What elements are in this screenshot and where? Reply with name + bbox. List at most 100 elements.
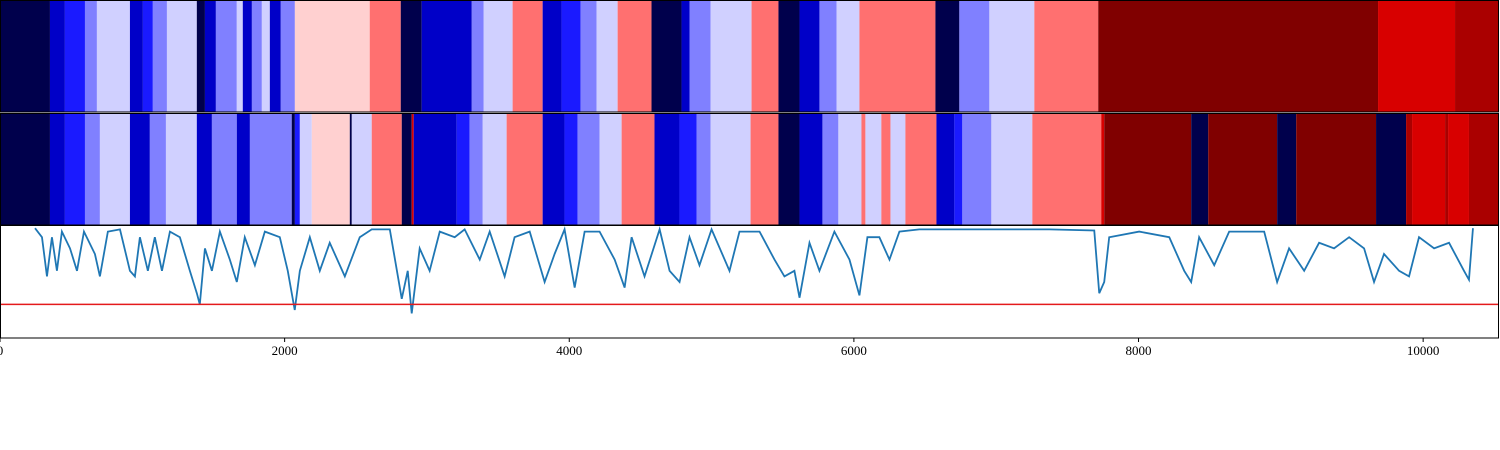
segment <box>0 1 50 112</box>
segment <box>696 114 711 225</box>
segment <box>905 114 937 225</box>
segment <box>401 114 412 225</box>
segment <box>236 1 243 112</box>
x-tick-label: 0 <box>0 343 3 358</box>
segment <box>215 1 237 112</box>
segment <box>64 1 85 112</box>
segment <box>1468 114 1499 225</box>
segment <box>651 1 682 112</box>
segment <box>890 114 906 225</box>
segment <box>621 114 655 225</box>
segment <box>280 1 295 112</box>
segment <box>1406 114 1413 225</box>
segment <box>411 114 414 225</box>
segment <box>617 1 652 112</box>
x-tick-label: 6000 <box>841 343 867 358</box>
segment <box>1098 1 1379 112</box>
segment <box>294 114 300 225</box>
segment <box>936 114 955 225</box>
segment <box>99 114 130 225</box>
segment <box>959 1 990 112</box>
segment <box>679 114 697 225</box>
segment <box>778 1 800 112</box>
segment <box>482 114 507 225</box>
segment <box>710 1 752 112</box>
segment <box>369 1 401 112</box>
segment <box>991 114 1033 225</box>
segment <box>351 114 372 225</box>
segment <box>471 1 484 112</box>
segment <box>1445 114 1449 225</box>
segment <box>1034 1 1099 112</box>
segment <box>483 1 513 112</box>
segment <box>142 1 153 112</box>
segment <box>0 114 50 225</box>
segment <box>542 1 562 112</box>
segment <box>599 114 622 225</box>
segment <box>859 1 936 112</box>
segment <box>291 114 295 225</box>
segment <box>1378 1 1456 112</box>
line <box>34 226 1474 314</box>
segment <box>1412 114 1446 225</box>
segment <box>836 1 860 112</box>
segment <box>751 1 779 112</box>
segment <box>84 1 97 112</box>
segment <box>129 114 150 225</box>
segment <box>249 114 292 225</box>
segment <box>242 1 252 112</box>
x-tick-label: 10000 <box>1407 343 1440 358</box>
segment <box>311 114 350 225</box>
segment <box>196 114 212 225</box>
segment <box>838 114 862 225</box>
segment <box>165 114 197 225</box>
segment <box>204 1 216 112</box>
segment <box>149 114 166 225</box>
x-tick-label: 4000 <box>556 343 582 358</box>
panel-frame <box>0 0 1499 113</box>
segment <box>506 114 543 225</box>
segment <box>580 1 597 112</box>
segment <box>196 1 205 112</box>
segment <box>152 1 167 112</box>
segment <box>799 1 820 112</box>
segment <box>681 1 690 112</box>
x-tick-label: 8000 <box>1126 343 1152 358</box>
segment <box>1277 114 1297 225</box>
segment <box>64 114 85 225</box>
segment <box>1104 114 1192 225</box>
segment <box>561 1 581 112</box>
segment <box>689 1 711 112</box>
segment <box>84 114 100 225</box>
segment <box>512 1 543 112</box>
segment <box>1448 114 1469 225</box>
segment <box>269 1 281 112</box>
segment <box>577 114 600 225</box>
segment <box>349 114 352 225</box>
segment <box>400 1 422 112</box>
segment <box>413 114 457 225</box>
segment <box>1101 114 1105 225</box>
segment <box>750 114 779 225</box>
segment <box>166 1 197 112</box>
segment <box>456 114 470 225</box>
segment <box>261 1 270 112</box>
segment <box>654 114 680 225</box>
segment <box>799 114 823 225</box>
segment <box>710 114 751 225</box>
segment <box>596 1 618 112</box>
segment <box>881 114 891 225</box>
segment <box>236 114 250 225</box>
segment <box>299 114 312 225</box>
segment <box>819 1 837 112</box>
segment <box>1455 1 1499 112</box>
segment <box>564 114 578 225</box>
segment <box>1208 114 1278 225</box>
segment <box>935 1 960 112</box>
segment <box>1191 114 1209 225</box>
segment <box>989 1 1035 112</box>
segment <box>469 114 483 225</box>
segment <box>421 1 472 112</box>
x-tick-label: 2000 <box>272 343 298 358</box>
